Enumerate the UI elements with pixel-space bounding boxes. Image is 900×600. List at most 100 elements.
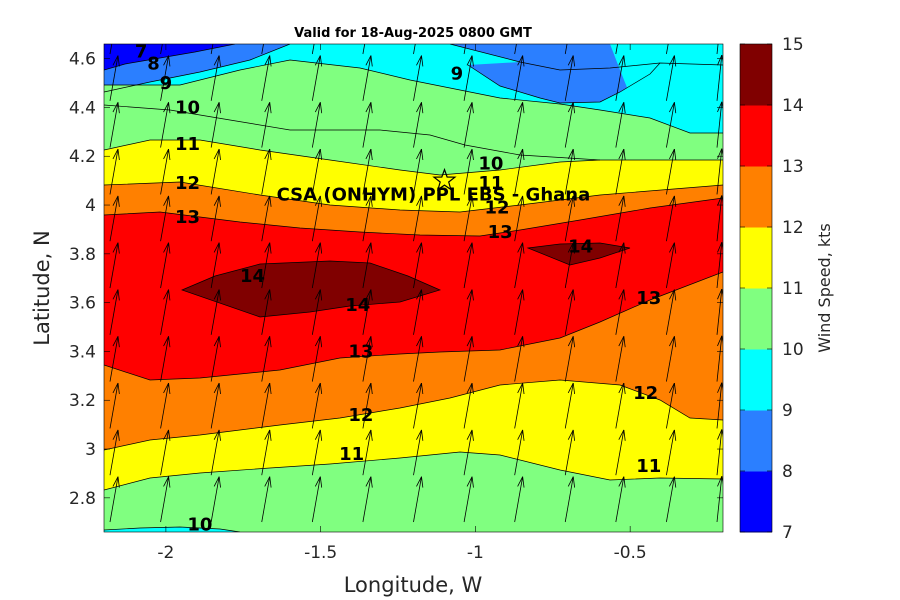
wind-arrow-head xyxy=(467,9,472,19)
wind-arrow-head xyxy=(416,148,422,160)
wind-arrow-head xyxy=(421,55,424,67)
wind-arrow-head xyxy=(264,102,271,113)
wind-arrow-head xyxy=(218,476,221,488)
wind-arrow-head xyxy=(314,336,321,347)
wind-arrow xyxy=(311,336,321,382)
wind-arrow-head xyxy=(421,242,424,254)
wind-arrow xyxy=(109,195,119,242)
wind-arrow xyxy=(311,44,315,55)
wind-arrow xyxy=(514,429,524,476)
wind-arrow xyxy=(716,476,723,523)
wind-arrow xyxy=(109,149,119,195)
wind-arrow-head xyxy=(567,242,574,253)
wind-arrow xyxy=(109,289,119,335)
wind-arrow-head xyxy=(669,336,675,347)
wind-arrow xyxy=(413,336,422,382)
wind-arrow-head xyxy=(168,429,171,441)
wind-arrow-head xyxy=(717,54,723,66)
wind-arrow-head xyxy=(365,429,372,440)
contour-line xyxy=(104,526,241,532)
wind-arrow xyxy=(514,242,524,289)
wind-arrow-head xyxy=(314,195,321,206)
wind-arrow-head xyxy=(717,335,723,347)
wind-arrow-head xyxy=(717,148,723,159)
wind-arrow-head xyxy=(669,102,675,113)
band-light-green-north xyxy=(104,60,723,160)
wind-arrow-head xyxy=(572,195,576,207)
wind-arrow-head xyxy=(572,336,576,348)
colorbar-tick-label: 10 xyxy=(782,340,804,360)
band-orange-south xyxy=(104,272,723,450)
wind-arrow xyxy=(109,102,119,148)
wind-arrow-head xyxy=(517,336,524,347)
wind-arrow-head xyxy=(567,55,574,66)
wind-arrow-head xyxy=(674,336,677,348)
wind-arrow xyxy=(463,242,473,289)
wind-arrow xyxy=(615,336,625,382)
wind-arrow-head xyxy=(164,9,169,19)
wind-arrow xyxy=(210,476,220,523)
station-star-icon xyxy=(432,167,457,191)
wind-arrow-head xyxy=(365,289,372,300)
wind-arrow-head xyxy=(213,55,220,66)
wind-arrow xyxy=(413,289,422,335)
wind-arrow-head xyxy=(163,289,169,300)
contour-value-label: 11 xyxy=(339,444,364,465)
wind-arrow-head xyxy=(471,429,474,441)
colorbar-segment xyxy=(740,44,772,106)
wind-arrow xyxy=(666,149,675,195)
wind-arrow-head xyxy=(568,9,573,19)
wind-arrow xyxy=(514,102,524,148)
wind-arrow-head xyxy=(117,289,120,301)
wind-arrow xyxy=(109,55,119,101)
wind-arrow-head xyxy=(421,289,424,301)
contour-line xyxy=(104,44,291,93)
wind-arrow-head xyxy=(518,9,523,19)
wind-arrow-head xyxy=(365,55,372,66)
wind-arrow-head xyxy=(572,55,576,67)
wind-arrow-head xyxy=(472,9,473,20)
wind-arrow-head xyxy=(314,148,321,160)
wind-arrow xyxy=(261,55,271,101)
wind-arrow xyxy=(463,149,473,195)
wind-arrow-head xyxy=(163,55,169,66)
wind-arrow-head xyxy=(112,148,119,160)
wind-arrow xyxy=(666,44,669,55)
wind-arrow xyxy=(362,336,372,382)
wind-arrow-head xyxy=(168,242,171,254)
wind-arrow-head xyxy=(471,383,474,395)
wind-arrow-head xyxy=(264,289,271,300)
wind-arrow-head xyxy=(517,382,524,394)
wind-arrow-head xyxy=(669,476,675,487)
y-tick-label: 4.6 xyxy=(69,50,96,70)
wind-arrow-head xyxy=(619,9,624,19)
wind-arrow xyxy=(666,195,675,242)
wind-arrow xyxy=(564,383,574,429)
wind-arrow-head xyxy=(572,383,576,395)
wind-arrow-head xyxy=(674,383,677,395)
wind-arrow-head xyxy=(218,289,221,301)
wind-arrow-head xyxy=(370,149,373,161)
wind-arrow xyxy=(716,101,723,148)
wind-arrow-head xyxy=(618,148,625,160)
wind-arrow-head xyxy=(416,55,422,66)
wind-arrow xyxy=(210,429,220,476)
colorbar-tick-label: 7 xyxy=(782,523,793,543)
wind-arrow xyxy=(463,195,473,242)
wind-arrow-head xyxy=(218,429,221,441)
wind-arrow xyxy=(160,55,169,101)
wind-arrow xyxy=(261,195,271,242)
contour-line xyxy=(104,44,236,71)
wind-arrow-head xyxy=(269,429,272,441)
wind-arrow-head xyxy=(517,148,524,160)
x-axis-label: Longitude, W xyxy=(344,573,483,597)
contour-value-label: 7 xyxy=(135,41,148,62)
colorbar-segment xyxy=(740,166,772,228)
wind-arrow-head xyxy=(264,148,271,160)
wind-arrow xyxy=(514,149,524,195)
wind-arrow xyxy=(311,242,321,289)
wind-vector-field xyxy=(109,9,723,523)
wind-arrow-head xyxy=(567,289,574,300)
wind-arrow xyxy=(615,55,625,101)
wind-arrow xyxy=(615,429,625,476)
